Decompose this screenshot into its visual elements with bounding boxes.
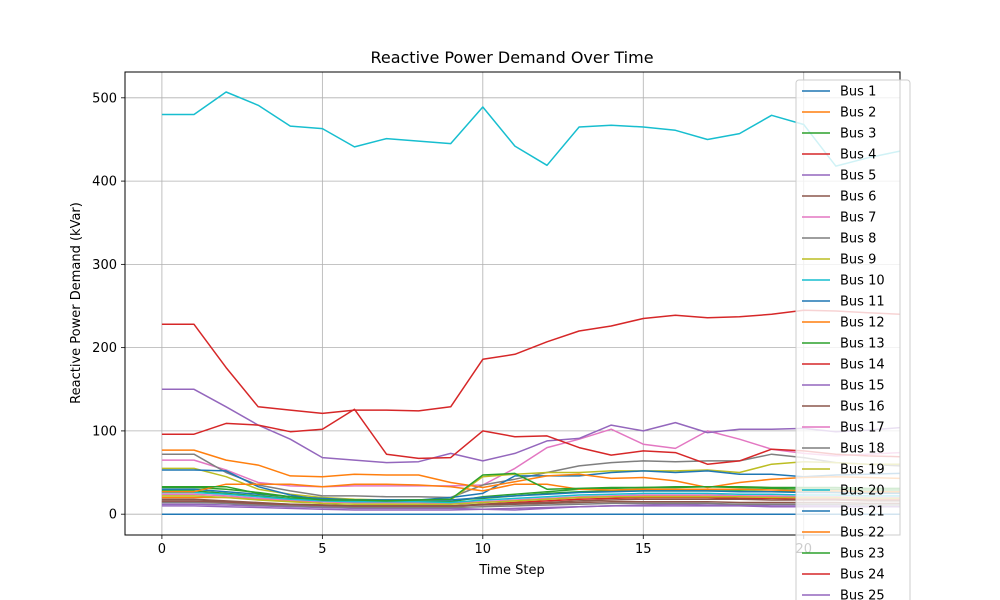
y-tick-label: 0 <box>109 508 117 523</box>
series-line-5 <box>161 503 900 511</box>
y-tick-label: 100 <box>92 424 117 439</box>
y-tick-label: 500 <box>92 91 117 106</box>
chart-title: Reactive Power Demand Over Time <box>370 48 653 67</box>
series-line-3 <box>161 485 900 503</box>
legend-label: Bus 3 <box>840 127 876 142</box>
series-line-15 <box>161 388 901 464</box>
legend-label: Bus 21 <box>840 505 885 520</box>
legend: Bus 1 Bus 2 Bus 3 Bus 4 Bus 5 Bus 6 Bus 7 Bus 8… <box>795 79 911 600</box>
legend-label: Bus 22 <box>840 526 885 541</box>
legend-label: Bus 4 <box>840 148 876 163</box>
legend-label: Bus 9 <box>840 253 876 268</box>
legend-label: Bus 10 <box>840 274 885 289</box>
x-axis-title: Time Step <box>478 563 545 578</box>
legend-label: Bus 12 <box>840 316 885 331</box>
y-axis-ticks: 0 100 200 300 400 500 <box>92 91 125 523</box>
legend-label: Bus 18 <box>840 442 885 457</box>
legend-label: Bus 14 <box>840 358 885 373</box>
series-line-19 <box>161 495 900 505</box>
x-tick-label: 15 <box>635 542 652 557</box>
legend-label: Bus 25 <box>840 589 885 600</box>
legend-label: Bus 5 <box>840 169 876 184</box>
legend-label: Bus 20 <box>840 484 885 499</box>
legend-box <box>795 79 911 600</box>
legend-label: Bus 13 <box>840 337 885 352</box>
legend-label: Bus 8 <box>840 232 876 247</box>
series-line-10 <box>161 91 901 167</box>
y-tick-label: 300 <box>92 258 117 273</box>
series-lines <box>161 91 901 515</box>
series-line-22 <box>161 483 900 493</box>
y-tick-label: 200 <box>92 341 117 356</box>
legend-label: Bus 11 <box>840 295 885 310</box>
legend-label: Bus 24 <box>840 568 885 583</box>
series-line-11 <box>161 469 901 501</box>
legend-label: Bus 7 <box>840 211 876 226</box>
series-line-4 <box>161 496 900 508</box>
series-line-23 <box>161 472 900 502</box>
legend-label: Bus 17 <box>840 421 885 436</box>
series-line-16 <box>161 498 900 507</box>
grid <box>125 72 900 535</box>
legend-label: Bus 2 <box>840 106 876 121</box>
legend-label: Bus 1 <box>840 85 876 100</box>
legend-label: Bus 23 <box>840 547 885 562</box>
series-line-17 <box>161 493 900 505</box>
x-tick-label: 5 <box>318 542 326 557</box>
series-line-20 <box>161 491 900 504</box>
y-tick-label: 400 <box>92 175 117 190</box>
legend-label: Bus 19 <box>840 463 885 478</box>
legend-label: Bus 16 <box>840 400 885 415</box>
series-line-25 <box>161 505 900 511</box>
series-line-12 <box>161 449 901 489</box>
legend-label: Bus 6 <box>840 190 876 205</box>
x-tick-label: 10 <box>475 542 492 557</box>
x-tick-label: 0 <box>158 542 166 557</box>
y-axis-title: Reactive Power Demand (kVar) <box>69 202 84 404</box>
legend-label: Bus 15 <box>840 379 885 394</box>
series-line-14 <box>161 309 901 415</box>
series-line-24 <box>161 408 901 465</box>
series-line-18 <box>161 501 900 509</box>
